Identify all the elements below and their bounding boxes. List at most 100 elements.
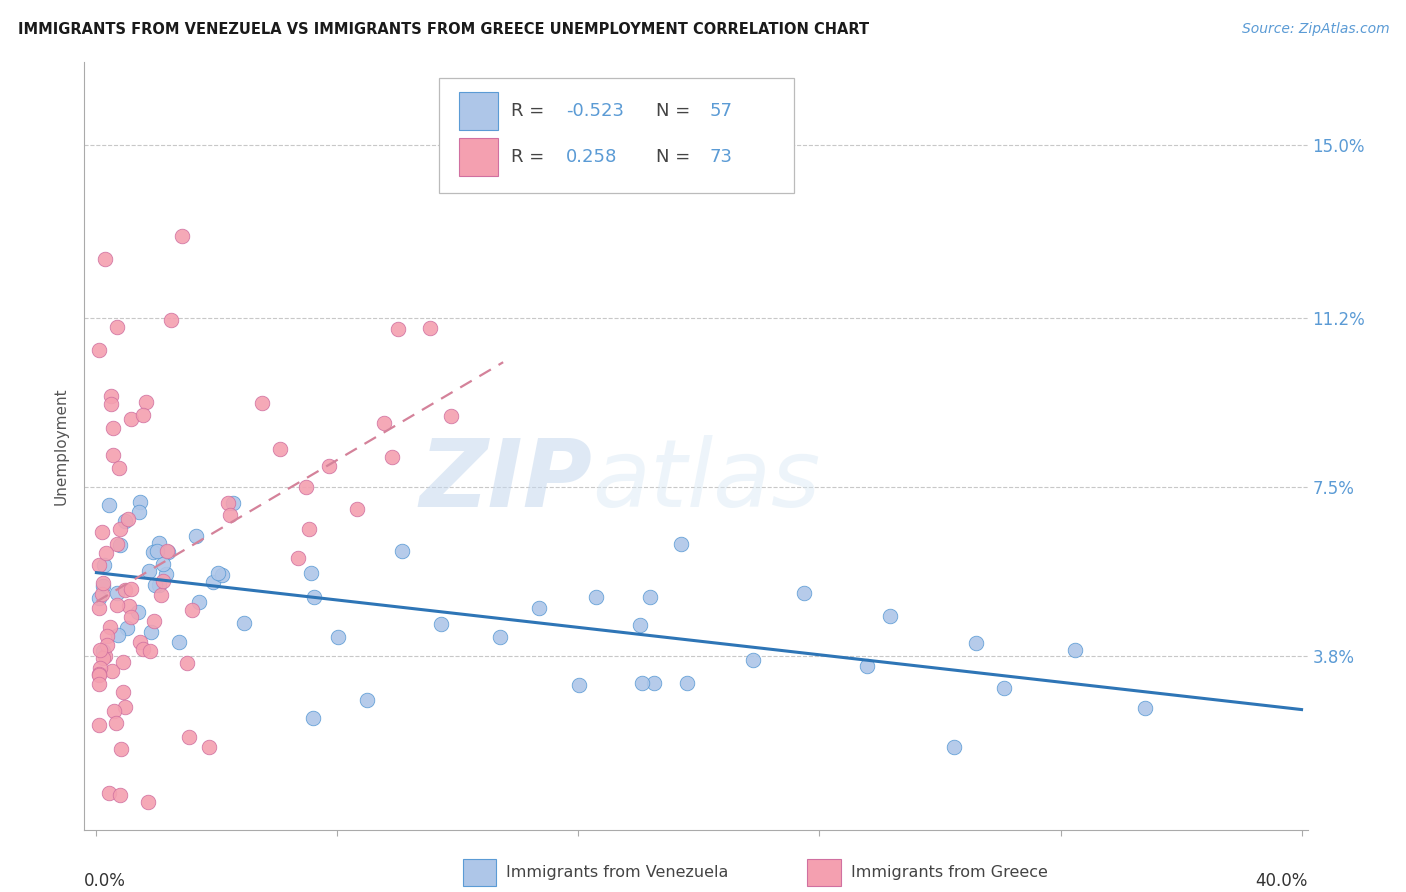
Y-axis label: Unemployment: Unemployment	[53, 387, 69, 505]
Point	[628, 617, 651, 632]
Point	[89, 660, 111, 674]
Point	[117, 599, 139, 613]
Point	[150, 588, 173, 602]
Point	[120, 582, 142, 596]
Point	[129, 635, 152, 649]
Text: N =: N =	[655, 102, 696, 120]
Point	[89, 668, 111, 682]
Point	[138, 795, 160, 809]
Point	[741, 653, 763, 667]
Point	[132, 642, 155, 657]
Point	[91, 579, 114, 593]
Point	[105, 320, 128, 334]
Point	[89, 558, 111, 573]
Text: 0.0%: 0.0%	[84, 871, 127, 889]
Point	[96, 639, 118, 653]
Text: IMMIGRANTS FROM VENEZUELA VS IMMIGRANTS FROM GREECE UNEMPLOYMENT CORRELATION CHA: IMMIGRANTS FROM VENEZUELA VS IMMIGRANTS …	[18, 22, 869, 37]
Point	[89, 343, 111, 358]
Point	[676, 675, 699, 690]
Point	[107, 461, 129, 475]
Point	[104, 716, 127, 731]
Point	[90, 525, 112, 540]
Point	[170, 229, 193, 244]
Point	[115, 622, 138, 636]
Point	[638, 590, 661, 604]
Point	[117, 512, 139, 526]
Point	[100, 389, 122, 403]
Text: N =: N =	[655, 148, 696, 166]
Point	[110, 742, 132, 756]
Point	[201, 574, 224, 589]
Point	[108, 522, 131, 536]
Point	[302, 591, 325, 605]
Point	[287, 551, 309, 566]
Point	[139, 624, 162, 639]
Point	[207, 566, 229, 581]
Point	[152, 574, 174, 588]
Point	[387, 322, 409, 336]
Text: 0.258: 0.258	[567, 148, 617, 166]
Point	[89, 600, 111, 615]
Text: Immigrants from Greece: Immigrants from Greece	[851, 865, 1047, 880]
Text: atlas: atlas	[592, 435, 820, 526]
Text: ZIP: ZIP	[419, 434, 592, 526]
Point	[298, 522, 321, 536]
Point	[120, 610, 142, 624]
Point	[222, 496, 245, 510]
Point	[942, 740, 965, 755]
Point	[328, 630, 350, 644]
Point	[139, 643, 162, 657]
Point	[186, 529, 208, 543]
Point	[792, 585, 814, 599]
Point	[108, 538, 131, 552]
Point	[643, 675, 665, 690]
Text: 57: 57	[710, 102, 733, 120]
Point	[965, 636, 987, 650]
Text: Immigrants from Venezuela: Immigrants from Venezuela	[506, 865, 728, 880]
Point	[107, 628, 129, 642]
Point	[93, 558, 115, 572]
Point	[1064, 642, 1087, 657]
Point	[131, 408, 153, 422]
Point	[181, 603, 204, 617]
Point	[148, 577, 170, 591]
Point	[89, 591, 111, 605]
Point	[89, 667, 111, 681]
Point	[346, 502, 368, 516]
Point	[111, 685, 134, 699]
Point	[148, 536, 170, 550]
Point	[198, 740, 221, 755]
Point	[96, 629, 118, 643]
Point	[211, 567, 233, 582]
FancyBboxPatch shape	[458, 137, 498, 176]
Text: Source: ZipAtlas.com: Source: ZipAtlas.com	[1241, 22, 1389, 37]
Text: 73: 73	[710, 148, 733, 166]
Point	[93, 648, 115, 663]
Point	[128, 506, 150, 520]
Point	[120, 411, 142, 425]
Point	[103, 704, 125, 718]
Point	[169, 635, 191, 649]
Point	[301, 566, 323, 580]
Point	[430, 616, 453, 631]
Point	[527, 601, 550, 615]
Point	[91, 643, 114, 657]
Text: R =: R =	[512, 148, 555, 166]
Point	[631, 676, 654, 690]
Point	[381, 450, 404, 465]
Point	[252, 396, 274, 410]
Text: 40.0%: 40.0%	[1256, 871, 1308, 889]
Text: -0.523: -0.523	[567, 102, 624, 120]
Point	[91, 650, 114, 665]
Point	[135, 395, 157, 409]
Point	[138, 565, 160, 579]
Point	[142, 545, 165, 559]
Point	[567, 678, 589, 692]
Point	[91, 575, 114, 590]
Point	[108, 788, 131, 802]
Point	[295, 480, 318, 494]
Point	[156, 544, 179, 558]
Point	[143, 578, 166, 592]
Text: R =: R =	[512, 102, 550, 120]
Point	[488, 630, 510, 644]
